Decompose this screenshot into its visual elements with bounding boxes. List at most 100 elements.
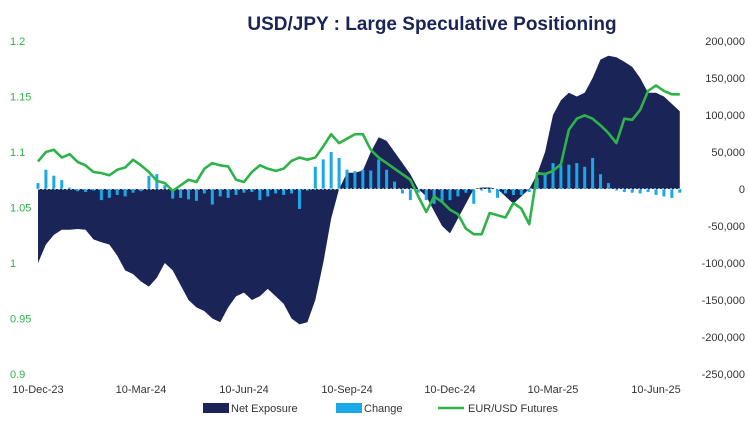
change-bar: [646, 189, 650, 192]
change-bar: [52, 175, 56, 189]
change-bar: [519, 189, 523, 195]
change-bar: [456, 189, 460, 197]
x-tick-label: 10-Mar-25: [528, 384, 579, 396]
change-bar: [290, 189, 294, 194]
right-tick-label: -100,000: [702, 258, 745, 270]
change-bar: [282, 189, 286, 195]
right-tick-label: 150,000: [705, 73, 745, 85]
x-tick-label: 10-Mar-24: [116, 384, 167, 396]
change-bar: [337, 157, 341, 189]
change-bar: [139, 189, 143, 192]
change-bar: [567, 164, 571, 189]
change-bar: [68, 187, 72, 189]
left-tick-label: 1.2: [10, 36, 25, 48]
change-bar: [84, 189, 88, 192]
change-bar: [266, 189, 270, 197]
change-bar: [464, 189, 468, 193]
x-tick-label: 10-Dec-24: [424, 384, 475, 396]
change-bar: [107, 189, 111, 198]
change-bar: [202, 189, 206, 194]
change-bar: [329, 152, 333, 189]
right-tick-label: 200,000: [705, 36, 745, 48]
change-bar: [131, 189, 135, 193]
change-bar: [654, 189, 658, 195]
change-bar: [44, 169, 48, 189]
change-bar: [345, 169, 349, 189]
change-bar: [210, 189, 214, 205]
legend: Net Exposure Change EUR/USD Futures: [203, 403, 558, 415]
left-tick-label: 1: [10, 258, 16, 270]
change-bar: [99, 189, 103, 201]
x-tick-label: 10-Dec-23: [12, 384, 63, 396]
legend-label: EUR/USD Futures: [468, 403, 558, 415]
change-bar: [551, 163, 555, 189]
change-bar: [226, 189, 230, 198]
change-bar: [163, 185, 167, 189]
change-bar: [115, 189, 119, 195]
change-bar: [313, 166, 317, 189]
right-axis: -250,000 -200,000 -150,000 -100,000 -50,000 0…: [702, 36, 745, 381]
change-bar: [147, 175, 151, 189]
change-bar: [353, 171, 357, 189]
x-tick-label: 10-Sep-24: [321, 384, 372, 396]
change-bar: [305, 189, 309, 191]
change-bar: [408, 189, 412, 201]
change-bar: [424, 189, 428, 201]
change-bar: [393, 181, 397, 189]
left-tick-label: 0.95: [10, 314, 31, 326]
change-bar: [480, 189, 484, 191]
change-bar: [171, 189, 175, 199]
left-tick-label: 0.9: [10, 369, 25, 381]
change-bar: [583, 166, 587, 189]
change-bar: [575, 163, 579, 189]
change-bar: [670, 189, 674, 198]
change-bar: [400, 189, 404, 194]
change-bar: [385, 169, 389, 189]
change-bar: [511, 189, 515, 195]
right-tick-label: -250,000: [702, 369, 745, 381]
change-bar: [559, 165, 563, 189]
change-bar: [187, 189, 191, 200]
chart-title: USD/JPY : Large Speculative Positioning: [247, 14, 616, 35]
change-bar: [440, 189, 444, 203]
legend-swatch-change: [336, 403, 362, 413]
change-bar: [591, 157, 595, 189]
right-tick-label: 100,000: [705, 110, 745, 122]
change-bar: [535, 177, 539, 189]
change-bar: [416, 189, 420, 193]
change-bar: [662, 189, 666, 197]
change-bar: [527, 189, 531, 192]
change-bar: [250, 189, 254, 192]
change-bar: [496, 189, 500, 198]
change-bar: [488, 189, 492, 193]
change-bar: [614, 189, 618, 191]
change-bar: [606, 183, 610, 189]
legend-label: Change: [364, 403, 403, 415]
change-bar: [448, 189, 452, 201]
change-bar: [361, 169, 365, 189]
left-tick-label: 1.05: [10, 203, 31, 215]
change-bar: [638, 189, 642, 194]
change-bar: [630, 189, 634, 193]
left-tick-label: 1.1: [10, 147, 25, 159]
change-bar: [297, 189, 301, 209]
left-axis: 0.9 0.95 1 1.05 1.1 1.15 1.2: [10, 36, 31, 381]
change-bar: [503, 189, 507, 194]
legend-swatch-net-exposure: [203, 403, 229, 413]
change-bar: [678, 189, 682, 193]
plot-area: [36, 55, 693, 325]
x-axis: 10-Dec-23 10-Mar-24 10-Jun-24 10-Sep-24 10-D…: [12, 384, 680, 396]
right-tick-label: -150,000: [702, 295, 745, 307]
left-tick-label: 1.15: [10, 92, 31, 104]
legend-label: Net Exposure: [231, 403, 298, 415]
change-bar: [91, 189, 95, 191]
x-tick-label: 10-Jun-25: [631, 384, 681, 396]
change-bar: [369, 170, 373, 189]
change-bar: [234, 189, 238, 195]
change-bar: [36, 183, 40, 189]
change-bar: [60, 180, 64, 189]
right-tick-label: -200,000: [702, 332, 745, 344]
change-bar: [179, 189, 183, 198]
change-bar: [274, 189, 278, 194]
